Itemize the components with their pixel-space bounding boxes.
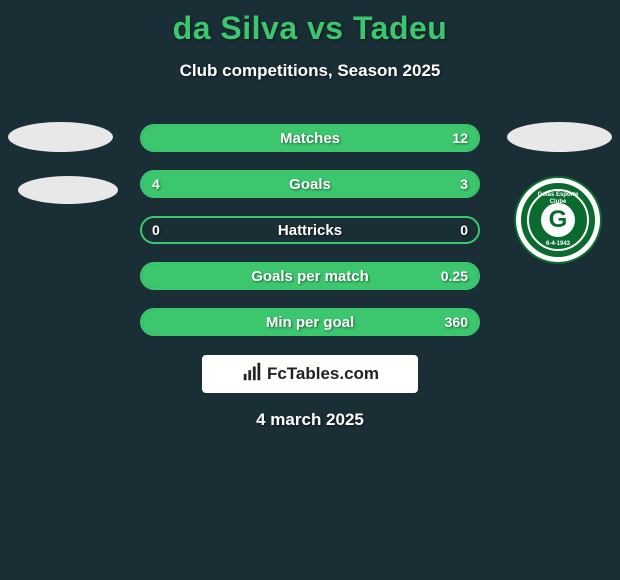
stat-label: Matches [142,126,478,150]
club-badge-name: Goiás Esporte Clube [529,192,587,205]
stat-row: 0Hattricks0 [140,216,480,244]
watermark-text: FcTables.com [267,364,379,384]
stat-row: Min per goal360 [140,308,480,336]
stat-value-right: 0.25 [441,264,468,288]
stat-row: Goals per match0.25 [140,262,480,290]
stat-label: Min per goal [142,310,478,334]
stat-label: Hattricks [142,218,478,242]
player-left-avatar-2 [18,176,118,204]
stat-value-right: 3 [460,172,468,196]
stats-panel: Matches12 4Goals3 0Hattricks0 Goals per mat… [140,124,480,354]
chart-icon [241,361,263,388]
player-left-avatar-1 [8,122,113,152]
stat-value-right: 12 [452,126,468,150]
subtitle: Club competitions, Season 2025 [0,61,620,81]
stat-row: 4Goals3 [140,170,480,198]
stat-label: Goals per match [142,264,478,288]
page-title: da Silva vs Tadeu [0,0,620,47]
stat-value-right: 360 [445,310,468,334]
club-badge: Goiás Esporte Clube G 6-4-1943 [516,178,600,262]
player-right-avatar-1 [507,122,612,152]
stat-label: Goals [142,172,478,196]
watermark[interactable]: FcTables.com [202,355,418,393]
stat-value-right: 0 [460,218,468,242]
club-badge-letter: G [541,203,575,237]
date-text: 4 march 2025 [0,410,620,430]
club-badge-year: 6-4-1943 [529,241,587,248]
stat-row: Matches12 [140,124,480,152]
